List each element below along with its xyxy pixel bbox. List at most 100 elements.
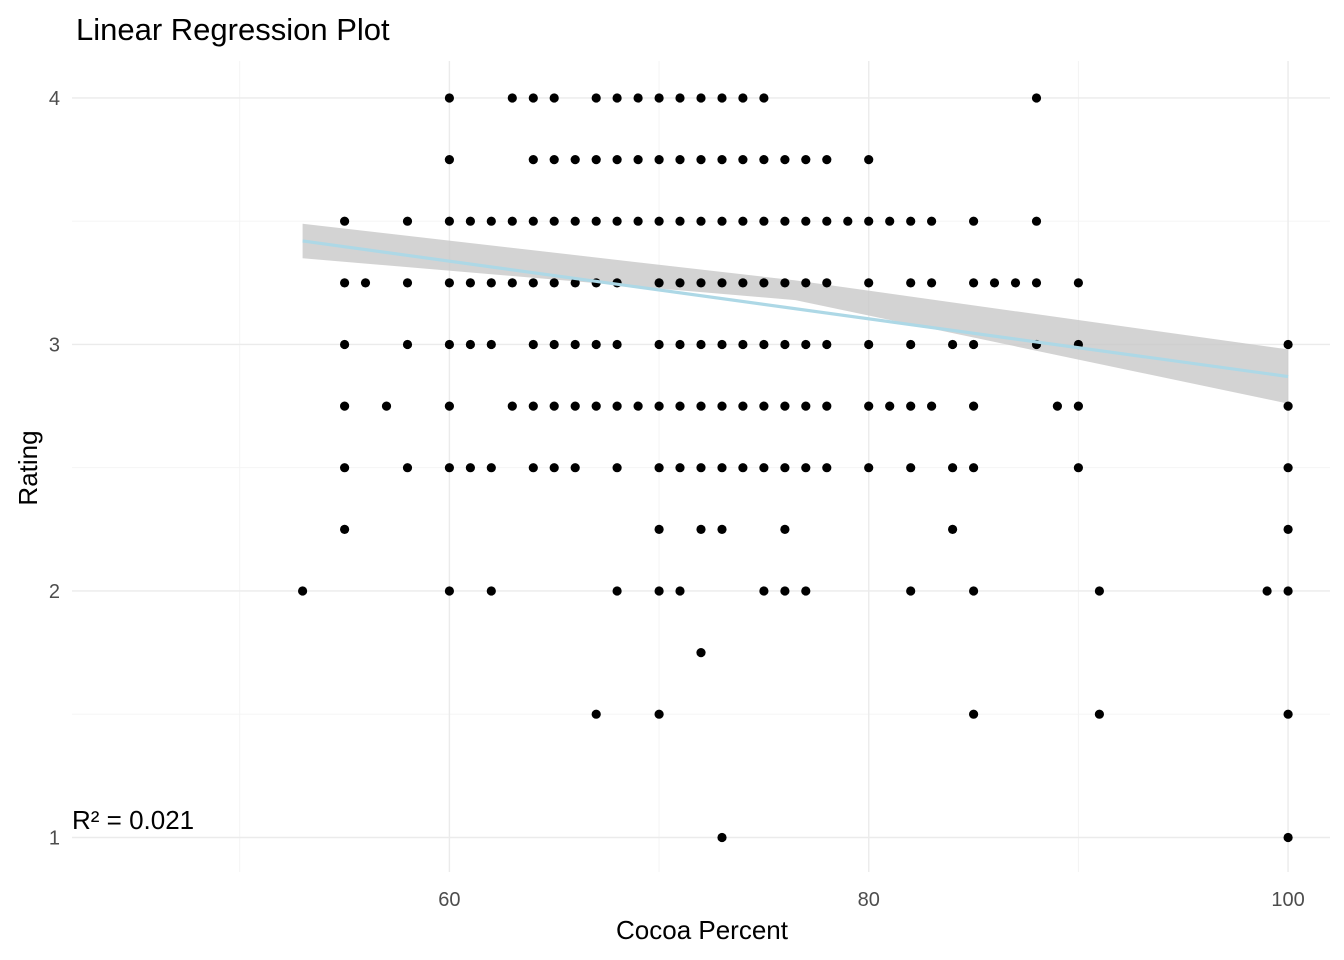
data-point — [696, 93, 706, 103]
data-point — [402, 278, 413, 288]
data-point — [717, 401, 727, 411]
data-point — [717, 339, 727, 350]
data-point — [507, 278, 517, 288]
data-point — [340, 216, 350, 226]
data-point — [507, 93, 517, 103]
chart-title: Linear Regression Plot — [76, 12, 390, 47]
data-point — [989, 278, 1000, 288]
data-point — [906, 278, 916, 288]
regression-line — [302, 239, 1289, 379]
data-point — [822, 401, 832, 411]
data-point — [780, 401, 790, 411]
data-point — [822, 339, 832, 350]
data-point — [1262, 586, 1272, 596]
data-point — [528, 463, 538, 473]
data-point — [801, 586, 811, 596]
data-point — [1052, 401, 1062, 411]
data-point — [906, 463, 916, 473]
data-point — [340, 278, 350, 288]
data-point — [801, 401, 811, 411]
data-point — [591, 93, 601, 103]
data-point — [591, 709, 601, 719]
data-point — [1283, 463, 1293, 473]
confidence-band — [302, 223, 1289, 404]
data-point — [654, 524, 664, 535]
data-point — [444, 463, 454, 473]
data-point — [927, 278, 937, 288]
data-point — [759, 216, 769, 226]
regression-line-layer — [302, 239, 1289, 379]
data-point — [549, 278, 559, 288]
data-point — [633, 401, 643, 411]
data-points — [298, 93, 1293, 843]
r-squared-annotation: R² = 0.021 — [72, 805, 194, 835]
data-point — [528, 216, 538, 226]
data-point — [675, 93, 685, 103]
data-point — [570, 216, 580, 226]
data-point — [969, 586, 979, 596]
data-point — [654, 463, 664, 473]
data-point — [444, 278, 454, 288]
data-point — [528, 155, 538, 165]
data-point — [549, 463, 559, 473]
y-tick-label: 1 — [49, 827, 60, 849]
data-point — [465, 278, 475, 288]
data-point — [696, 339, 706, 350]
data-point — [549, 339, 559, 350]
data-point — [864, 463, 874, 473]
data-point — [298, 586, 308, 596]
data-point — [675, 586, 685, 596]
data-point — [633, 155, 643, 165]
data-point — [591, 401, 601, 411]
data-point — [402, 463, 413, 473]
data-point — [822, 278, 832, 288]
data-point — [591, 339, 601, 350]
data-point — [696, 278, 706, 288]
data-point — [822, 155, 832, 165]
data-point — [654, 216, 664, 226]
data-point — [1073, 278, 1083, 288]
data-point — [360, 278, 371, 288]
x-axis-title: Cocoa Percent — [616, 915, 789, 945]
data-point — [948, 339, 958, 350]
x-tick-label: 100 — [1271, 889, 1304, 911]
data-point — [591, 155, 601, 165]
data-point — [801, 216, 811, 226]
data-point — [444, 339, 454, 350]
data-point — [969, 216, 979, 226]
data-point — [612, 93, 622, 103]
y-tick-label: 4 — [49, 88, 60, 110]
data-point — [780, 278, 790, 288]
data-point — [444, 93, 454, 103]
data-point — [864, 216, 874, 226]
data-point — [738, 93, 748, 103]
data-point — [759, 155, 769, 165]
data-point — [780, 524, 790, 535]
data-point — [675, 155, 685, 165]
data-point — [780, 339, 790, 350]
data-point — [1073, 463, 1083, 473]
data-point — [906, 339, 916, 350]
data-point — [612, 339, 622, 350]
data-point — [675, 463, 685, 473]
data-point — [654, 93, 664, 103]
data-point — [570, 401, 580, 411]
data-point — [486, 216, 496, 226]
data-point — [675, 278, 685, 288]
data-point — [801, 155, 811, 165]
data-point — [654, 278, 664, 288]
data-point — [528, 339, 538, 350]
x-tick-label: 80 — [858, 889, 880, 911]
data-point — [402, 339, 413, 350]
data-point — [528, 93, 538, 103]
data-point — [927, 216, 937, 226]
data-point — [1031, 278, 1042, 288]
data-point — [696, 524, 706, 535]
data-point — [612, 463, 622, 473]
data-point — [738, 155, 748, 165]
data-point — [864, 401, 874, 411]
data-point — [402, 216, 413, 226]
data-point — [864, 155, 874, 165]
data-point — [717, 524, 727, 535]
